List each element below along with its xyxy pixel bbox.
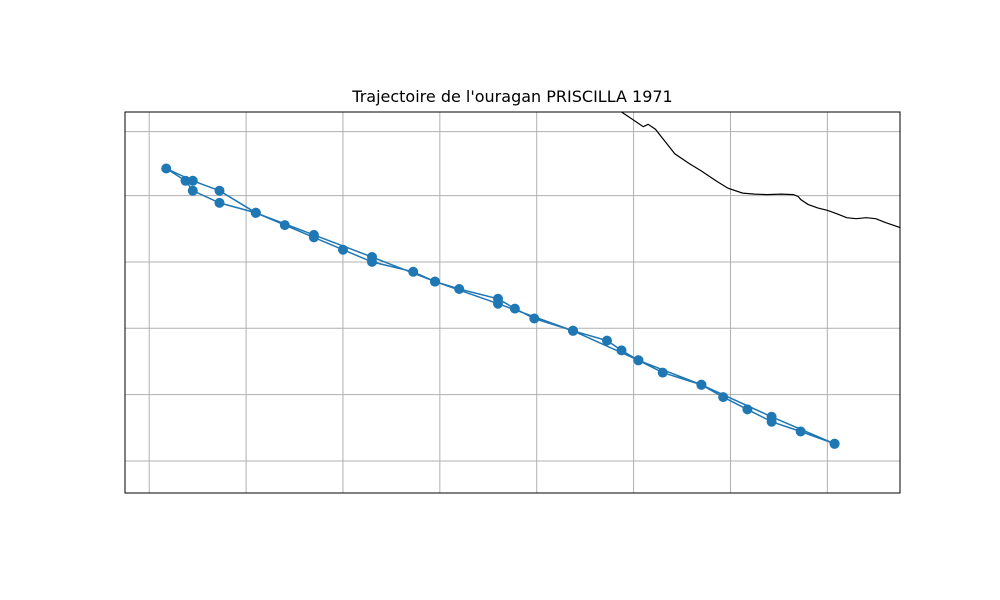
track-point	[279, 220, 290, 231]
track-point	[187, 175, 198, 186]
chart-title: Trajectoire de l'ouragan PRISCILLA 1971	[352, 87, 673, 106]
track-point	[338, 244, 348, 255]
track-point	[250, 207, 261, 218]
track-point	[633, 355, 644, 366]
track-point	[509, 303, 520, 314]
track-point	[657, 367, 668, 378]
track-point	[766, 411, 777, 422]
coastline	[621, 112, 900, 229]
plot-area	[125, 112, 900, 493]
track-point	[214, 197, 225, 208]
track-point	[454, 284, 465, 294]
track-point	[187, 185, 198, 196]
track-point	[493, 298, 503, 309]
track-point	[616, 345, 627, 356]
coastline-layer	[621, 112, 900, 229]
track-point	[829, 438, 840, 449]
track-point	[742, 404, 753, 415]
track-point	[367, 252, 377, 262]
track-point	[602, 335, 612, 346]
track-point	[795, 426, 806, 437]
track-point	[214, 185, 225, 196]
track-layer	[161, 163, 840, 449]
plot-frame	[124, 111, 901, 494]
track-point	[568, 325, 578, 336]
track-point	[161, 163, 172, 174]
track-point	[718, 392, 729, 403]
track-point	[696, 379, 707, 390]
track-point	[308, 229, 319, 240]
track-point	[180, 175, 191, 186]
grid	[125, 112, 900, 493]
track-point	[529, 313, 540, 324]
track-point	[430, 276, 440, 287]
track-point	[408, 266, 419, 277]
